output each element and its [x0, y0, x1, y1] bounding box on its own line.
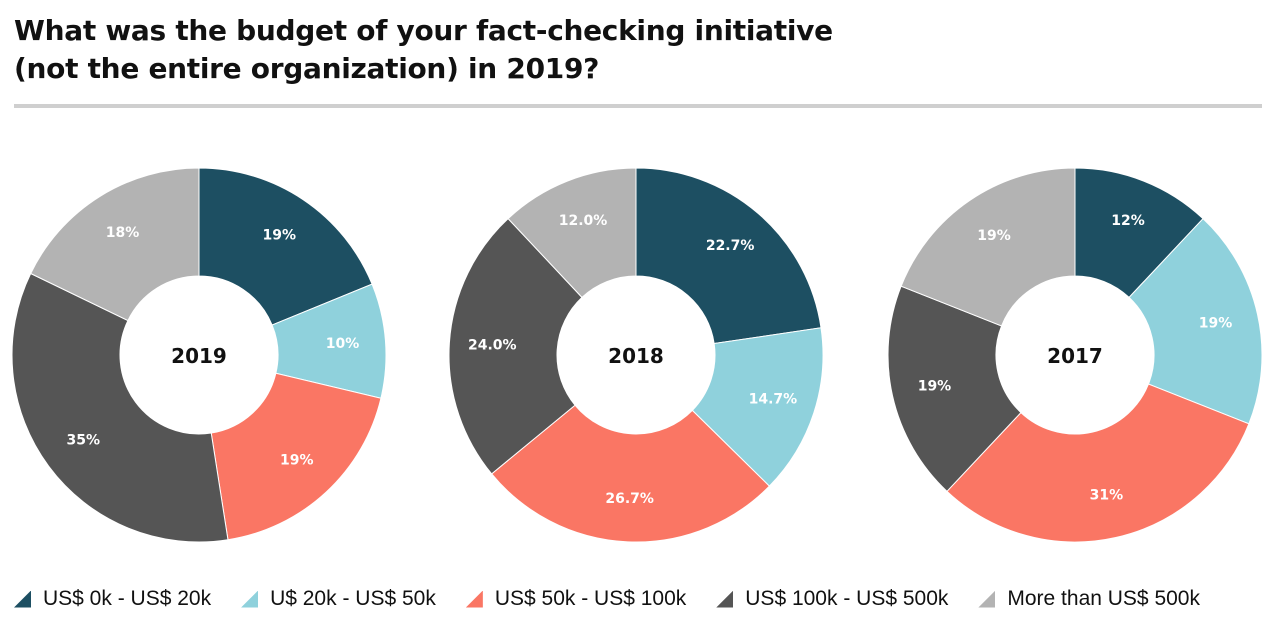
slice-label-2019-us-100k-us-500k: 35% — [67, 433, 101, 449]
legend-label-over-500k: More than US$ 500k — [1007, 587, 1200, 610]
slice-label-2017-us-0k-us-20k: 12% — [1111, 213, 1145, 229]
slice-2017-u-20k-us-50k — [1128, 217, 1263, 425]
legend-item-0-20k: US$ 0k - US$ 20k — [14, 587, 211, 611]
slice-2018-more-than-us-500k — [507, 167, 637, 299]
slice-label-2017-us-100k-us-500k: 19% — [918, 378, 952, 394]
slice-label-2018-us-100k-us-500k: 24.0% — [468, 338, 517, 354]
slice-label-2017-us-50k-us-100k: 31% — [1090, 488, 1124, 504]
legend-swatch-over-500k — [978, 590, 996, 608]
donut-charts: 19% 10% 19% 35% 18% 2019 22.7% 14.7% 26.7% 24.0% 1… — [11, 167, 1263, 543]
slice-2019-us-100k-us-500k — [11, 272, 229, 543]
slice-2017-more-than-us-500k — [900, 167, 1076, 327]
slice-label-2019-us-50k-us-100k: 19% — [280, 453, 314, 469]
donut-chart-2018: 22.7% 14.7% 26.7% 24.0% 12.0% 2018 — [448, 167, 824, 543]
legend-swatch-0-20k — [14, 590, 31, 608]
legend-item-over-500k: More than US$ 500k — [978, 587, 1200, 611]
legend-swatch-100-500k — [716, 590, 734, 608]
legend-label-50-100k: US$ 50k - US$ 100k — [494, 587, 687, 610]
slice-label-2018-u-20k-us-50k: 14.7% — [749, 392, 798, 408]
donut-center-label-2017: 2017 — [1047, 344, 1103, 368]
slice-label-2019-us-0k-us-20k: 19% — [262, 227, 296, 243]
title-divider — [14, 104, 1262, 108]
legend-swatch-50-100k — [465, 590, 483, 608]
legend-label-100-500k: US$ 100k - US$ 500k — [745, 587, 949, 610]
legend-label-20-50k: U$ 20k - US$ 50k — [270, 587, 436, 610]
slice-2019-us-50k-us-100k — [210, 372, 382, 541]
slice-2018-us-100k-us-500k — [448, 217, 583, 475]
legend-item-100-500k: US$ 100k - US$ 500k — [716, 587, 948, 611]
slice-2017-us-50k-us-100k — [946, 383, 1250, 543]
legend-item-20-50k: U$ 20k - US$ 50k — [241, 587, 436, 611]
slice-2019-more-than-us-500k — [30, 167, 200, 322]
legend: US$ 0k - US$ 20k U$ 20k - US$ 50k US$ 50… — [14, 584, 1200, 614]
slice-2018-us-50k-us-100k — [490, 404, 771, 543]
chart-title-line-2: (not the entire organization) in 2019? — [14, 52, 600, 85]
donut-center-label-2018: 2018 — [608, 344, 664, 368]
slice-2019-us-0k-us-20k — [198, 167, 373, 326]
slice-label-2017-more-than-us-500k: 19% — [977, 228, 1011, 244]
slice-2018-u-20k-us-50k — [691, 327, 824, 487]
slice-label-2018-more-than-us-500k: 12.0% — [559, 213, 608, 229]
donut-chart-2017: 12% 19% 31% 19% 19% 2017 — [887, 167, 1263, 543]
donut-chart-2019: 19% 10% 19% 35% 18% 2019 — [11, 167, 387, 543]
donut-center-label-2019: 2019 — [171, 344, 227, 368]
slice-2018-us-0k-us-20k — [635, 167, 822, 345]
slice-label-2019-more-than-us-500k: 18% — [106, 225, 140, 241]
slice-2017-us-100k-us-500k — [887, 285, 1022, 493]
legend-item-50-100k: US$ 50k - US$ 100k — [465, 587, 687, 611]
slice-label-2018-us-0k-us-20k: 22.7% — [706, 238, 755, 254]
slice-label-2017-u-20k-us-50k: 19% — [1199, 316, 1233, 332]
slice-label-2019-u-20k-us-50k: 10% — [326, 336, 360, 352]
legend-label-0-20k: US$ 0k - US$ 20k — [43, 587, 212, 610]
chart-title: What was the budget of your fact-checkin… — [14, 12, 914, 88]
legend-swatch-20-50k — [241, 590, 259, 608]
chart-title-line-1: What was the budget of your fact-checkin… — [14, 14, 833, 47]
slice-label-2018-us-50k-us-100k: 26.7% — [605, 491, 654, 507]
